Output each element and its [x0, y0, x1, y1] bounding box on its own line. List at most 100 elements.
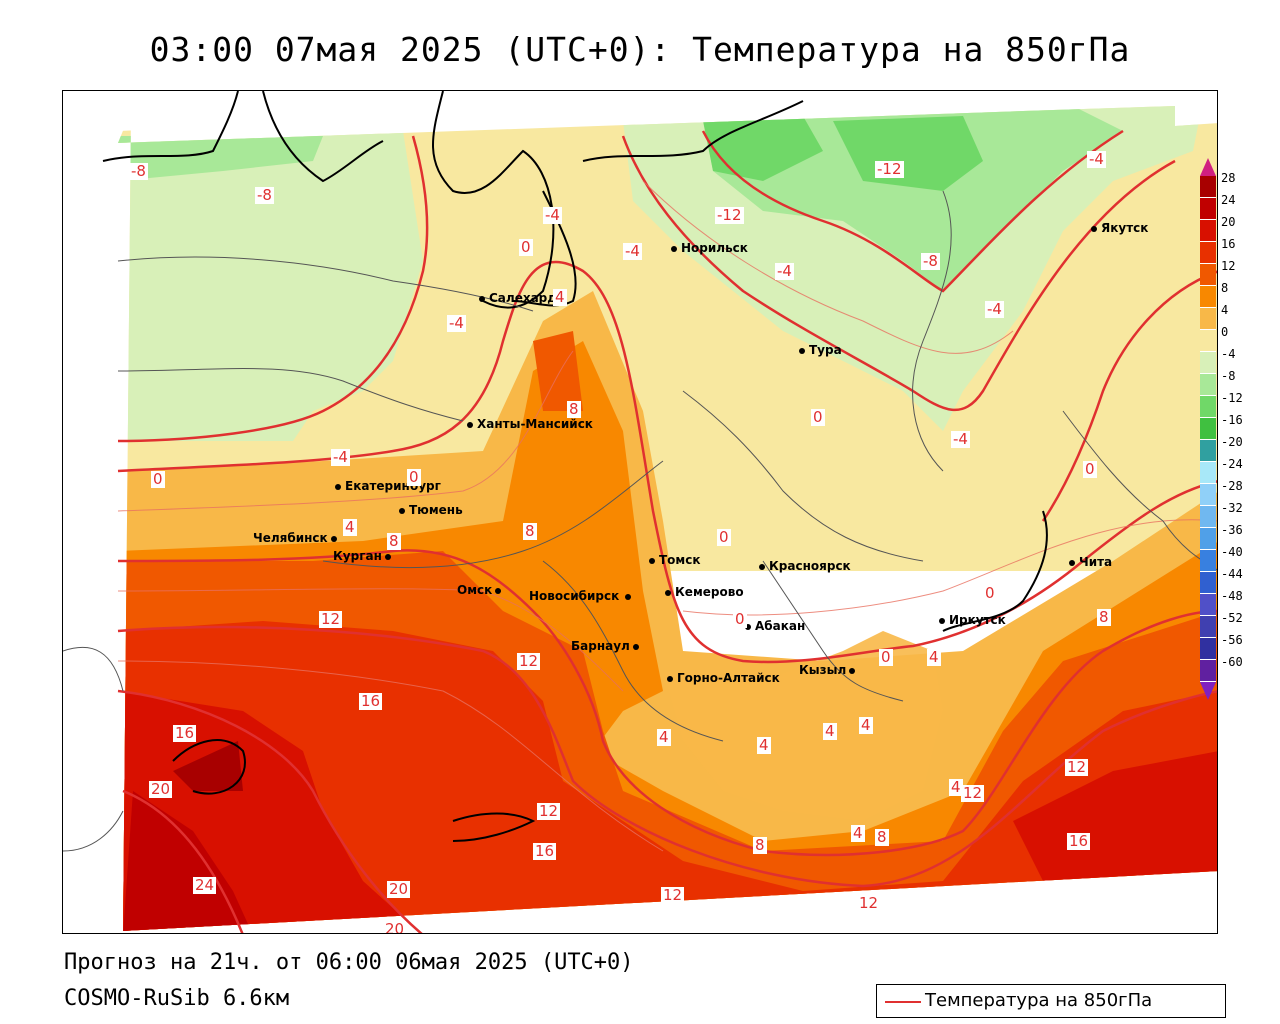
colorbar-tick-label: -12 — [1221, 391, 1243, 405]
thin-contours — [117, 180, 1217, 852]
city-dot-icon — [799, 347, 805, 354]
colorbar-segment — [1200, 506, 1216, 528]
contour-label: -4 — [543, 206, 562, 224]
contour-label: 4 — [343, 518, 357, 536]
contour-label: 4 — [657, 728, 671, 746]
city-tura: Тура — [799, 343, 842, 357]
city-krasnoyarsk: Красноярск — [759, 559, 851, 573]
colorbar-tick-label: 8 — [1221, 281, 1229, 295]
contour-label: 20 — [383, 921, 407, 933]
colorbar-top-arrow-icon — [1200, 158, 1216, 176]
admin-borders — [63, 190, 1217, 852]
city-omsk: Омск — [457, 583, 505, 597]
contour-label: 12 — [857, 894, 881, 912]
colorbar-tick-label: -48 — [1221, 589, 1243, 603]
city-tyumen: Тюмень — [399, 503, 463, 517]
contour-label: 0 — [983, 584, 997, 602]
city-yakutsk: Якутск — [1091, 221, 1148, 235]
colorbar-tick-label: -44 — [1221, 567, 1243, 581]
city-kemerovo: Кемерово — [665, 585, 744, 599]
city-dot-icon — [384, 553, 391, 560]
city-dot-icon — [649, 557, 655, 564]
contour-label: 8 — [875, 828, 889, 846]
contour-label: -4 — [623, 242, 642, 260]
contour-label: 16 — [1067, 832, 1091, 850]
colorbar — [1200, 158, 1216, 700]
contour-label: 12 — [537, 802, 561, 820]
contour-label: 8 — [387, 532, 401, 550]
city-chita: Чита — [1069, 555, 1112, 569]
contour-label: 0 — [519, 238, 533, 256]
city-dot-icon — [849, 667, 856, 674]
colorbar-tick-label: -28 — [1221, 479, 1243, 493]
city-tomsk: Томск — [649, 553, 701, 567]
contour-label: 4 — [553, 288, 567, 306]
contour-label: 20 — [387, 880, 411, 898]
contour-label: -8 — [921, 252, 940, 270]
colorbar-tick-label: -32 — [1221, 501, 1243, 515]
contour-label: 4 — [851, 824, 865, 842]
colorbar-segment — [1200, 484, 1216, 506]
contour-label: 8 — [523, 522, 537, 540]
contour-label: 4 — [757, 736, 771, 754]
colorbar-tick-label: 28 — [1221, 171, 1236, 185]
colorbar-segment — [1200, 440, 1216, 462]
colorbar-bottom-arrow-icon — [1200, 682, 1216, 700]
contour-label: 16 — [173, 724, 197, 742]
colorbar-tick-label: 20 — [1221, 215, 1236, 229]
temperature-map[interactable]: Норильск Якутск Салехард Тура Ханты-Манс… — [62, 90, 1218, 934]
city-gorno-altaysk: Горно-Алтайск — [667, 671, 780, 685]
contour-label: -4 — [447, 314, 466, 332]
city-dot-icon — [399, 507, 405, 514]
contour-label: 12 — [1065, 758, 1089, 776]
colorbar-tick-label: -36 — [1221, 523, 1243, 537]
colorbar-tick-label: -16 — [1221, 413, 1243, 427]
city-dot-icon — [479, 295, 485, 302]
band-20b — [1013, 751, 1217, 881]
colorbar-segment — [1200, 374, 1216, 396]
band-green-12c — [833, 116, 983, 191]
contour-label: 4 — [859, 716, 873, 734]
city-abakan: Абакан — [745, 619, 805, 633]
colorbar-tick-label: 16 — [1221, 237, 1236, 251]
contour-label: 4 — [823, 722, 837, 740]
contour-label: 12 — [517, 652, 541, 670]
contour-label: 4 — [927, 648, 941, 666]
colorbar-segment — [1200, 550, 1216, 572]
contour-label: 8 — [1097, 608, 1111, 626]
map-title: 03:00 07мая 2025 (UTC+0): Температура на… — [149, 30, 1131, 69]
contour-label: 16 — [533, 842, 557, 860]
city-dot-icon — [745, 623, 751, 630]
contour-label: 12 — [319, 610, 343, 628]
city-kurgan: Курган — [333, 549, 395, 563]
colorbar-segment — [1200, 286, 1216, 308]
contour-label: 8 — [753, 836, 767, 854]
colorbar-tick-label: -56 — [1221, 633, 1243, 647]
contour-label: 0 — [151, 470, 165, 488]
city-dot-icon — [759, 563, 765, 570]
contour-label: 0 — [1083, 460, 1097, 478]
colorbar-segment — [1200, 418, 1216, 440]
band-green-nw — [118, 136, 323, 181]
city-chelyabinsk: Челябинск — [253, 531, 341, 545]
contour-label: 8 — [567, 400, 581, 418]
contour-label: 0 — [407, 468, 421, 486]
colorbar-tick-label: 0 — [1221, 325, 1229, 339]
colorbar-segment — [1200, 660, 1216, 682]
band-8b — [533, 331, 583, 411]
contour-label: -4 — [331, 448, 350, 466]
colorbar-segment — [1200, 572, 1216, 594]
colorbar-tick-label: 24 — [1221, 193, 1236, 207]
band-green-west — [118, 131, 423, 441]
colorbar-segment — [1200, 352, 1216, 374]
colorbar-tick-label: -60 — [1221, 655, 1243, 669]
contour-label: -4 — [775, 262, 794, 280]
colorbar-segment — [1200, 176, 1216, 198]
colorbar-tick-label: -40 — [1221, 545, 1243, 559]
contour-label: 16 — [359, 692, 383, 710]
city-dot-icon — [667, 675, 673, 682]
model-name: COSMO-RuSib 6.6км — [64, 986, 290, 1011]
contour-label: -4 — [1087, 150, 1106, 168]
city-yekaterinburg: Екатеринбург — [335, 479, 441, 493]
city-kyzyl: Кызыл — [799, 663, 859, 677]
